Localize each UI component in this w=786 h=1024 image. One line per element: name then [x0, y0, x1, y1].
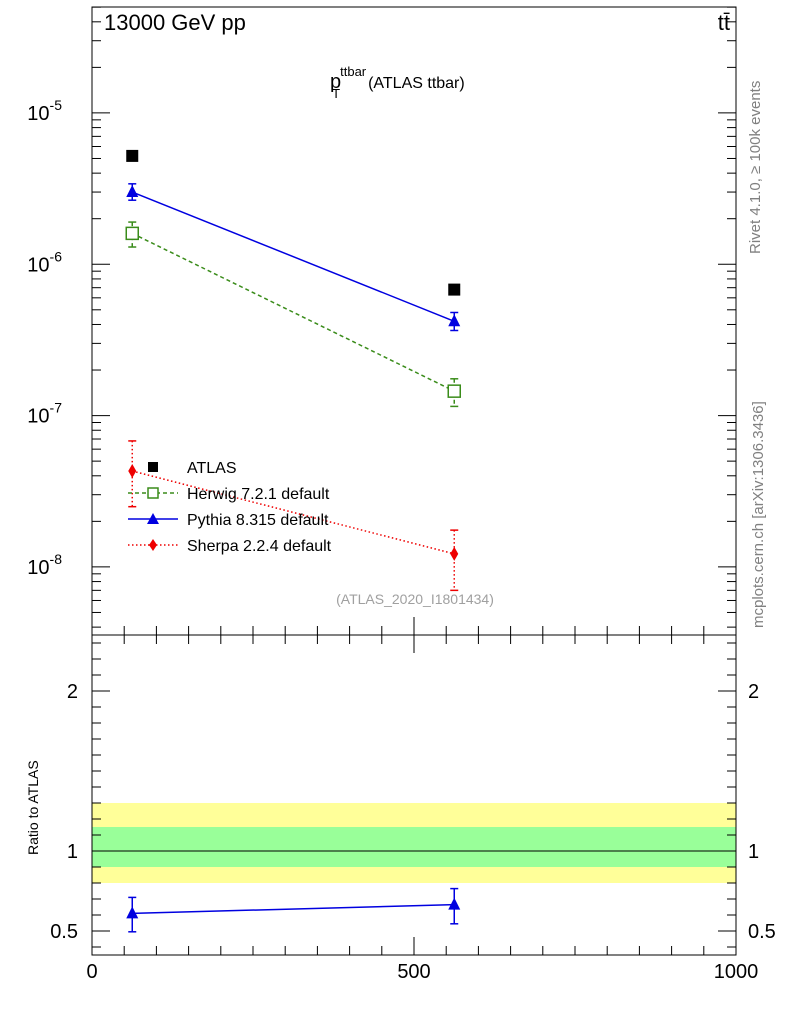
analysis-id: (ATLAS_2020_I1801434) [336, 591, 494, 607]
ratio-frame [91, 634, 737, 956]
pythia-line [131, 191, 455, 322]
ratio-y-tick-label-right: 2 [748, 681, 759, 703]
sherpa-line [132, 470, 455, 555]
ratio-pythia-line [132, 903, 455, 915]
title-suffix: (ATLAS ttbar) [368, 75, 465, 92]
ratio-pythia-point [448, 897, 461, 910]
title-sub: T [332, 86, 340, 101]
sherpa-point [450, 546, 459, 561]
process-label: tt̄ [718, 10, 730, 35]
ratio-y-tick-label: 1 [67, 841, 78, 863]
ratio-y-tick-label-right: 0.5 [748, 921, 776, 943]
ratio-pythia-point [126, 906, 139, 919]
energy-label: 13000 GeV pp [104, 10, 246, 35]
title-main: p [330, 71, 341, 93]
pythia-point [448, 314, 461, 327]
url-label: mcplots.cern.ch [arXiv:1306.3436] [750, 401, 767, 628]
title-sup: ttbar [340, 64, 367, 79]
herwig-point [447, 384, 461, 398]
x-tick-label: 500 [397, 961, 430, 983]
y-tick-label: 10-7 [27, 400, 62, 428]
x-tick-label: 1000 [714, 961, 759, 983]
legend-herwig-marker [147, 487, 159, 499]
legend-pythia-label: Pythia 8.315 default [187, 512, 329, 529]
legend-pythia-marker [147, 513, 159, 524]
y-tick-label: 10-6 [27, 248, 62, 276]
legend: ATLAS Herwig 7.2.1 default Pythia 8.315 … [128, 460, 332, 555]
x-tick-label: 0 [86, 961, 97, 983]
ratio-y-tick-label: 0.5 [50, 921, 78, 943]
ratio-ylabel: Ratio to ATLAS [25, 760, 41, 855]
ratio-band-inner [92, 827, 736, 867]
legend-sherpa-marker [149, 539, 157, 551]
ratio-y-tick-label-right: 1 [748, 841, 759, 863]
ratio-y-tick-label: 2 [67, 681, 78, 703]
plot-title: pttbar T (ATLAS ttbar) [330, 64, 465, 101]
herwig-point [125, 226, 139, 241]
atlas-point [126, 149, 139, 162]
legend-sherpa-label: Sherpa 2.2.4 default [187, 538, 332, 555]
pythia-point [126, 185, 139, 198]
rivet-label: Rivet 4.1.0, ≥ 100k events [747, 81, 764, 254]
herwig-line [131, 232, 455, 392]
sherpa-point [128, 464, 137, 479]
legend-atlas-label: ATLAS [187, 460, 237, 477]
y-tick-label: 10-5 [27, 97, 62, 125]
y-tick-label: 10-8 [27, 551, 62, 579]
legend-atlas-marker [148, 462, 158, 472]
legend-herwig-label: Herwig 7.2.1 default [187, 486, 330, 503]
atlas-point [448, 283, 461, 296]
